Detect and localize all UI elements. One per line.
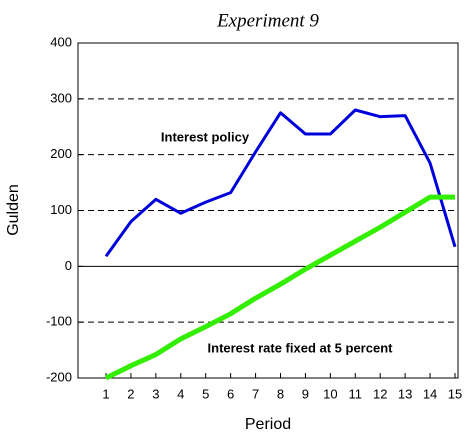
x-tick-label: 11	[349, 386, 363, 401]
x-tick-label: 1	[102, 386, 109, 401]
series-label: Interest policy	[161, 129, 250, 144]
y-axis-label: Gulden	[5, 184, 22, 236]
x-tick-label: 13	[398, 386, 412, 401]
x-tick-label: 10	[323, 386, 337, 401]
series-line	[104, 194, 455, 381]
y-tick-label: 200	[50, 146, 72, 161]
x-tick-label: 3	[152, 386, 159, 401]
y-tick-label: -200	[46, 369, 72, 384]
x-tick-label: 9	[302, 386, 309, 401]
series-label: Interest rate fixed at 5 percent	[208, 340, 394, 355]
y-tick-label: 400	[50, 34, 72, 49]
x-axis-label: Period	[245, 416, 291, 433]
x-tick-label: 7	[252, 386, 259, 401]
chart-title: Experiment 9	[216, 10, 319, 31]
y-tick-label: 300	[50, 90, 72, 105]
series-line	[104, 108, 457, 258]
x-tick-label: 12	[373, 386, 387, 401]
x-tick-label: 14	[423, 386, 437, 401]
x-tick-label: 6	[227, 386, 234, 401]
x-tick-label: 8	[277, 386, 284, 401]
x-tick-label: 15	[448, 386, 462, 401]
x-tick-label: 4	[177, 386, 184, 401]
y-tick-label: 100	[50, 202, 72, 217]
y-tick-label: 0	[65, 258, 72, 273]
y-tick-label: -100	[46, 314, 72, 329]
x-tick-label: 5	[202, 386, 209, 401]
x-tick-label: 2	[127, 386, 134, 401]
